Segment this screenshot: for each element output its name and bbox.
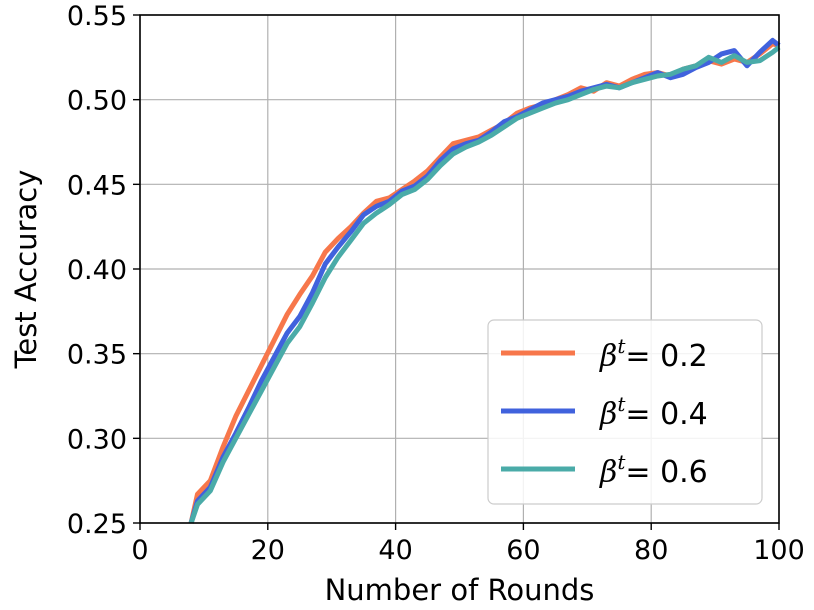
y-tick-label: 0.40 — [67, 255, 127, 286]
y-tick-label: 0.55 — [67, 1, 127, 32]
y-tick-label: 0.25 — [67, 509, 127, 540]
x-axis-ticks: 0 20 40 60 80 100 — [131, 523, 805, 566]
x-tick-label: 80 — [634, 535, 668, 566]
y-tick-label: 0.45 — [67, 170, 127, 201]
y-tick-label: 0.50 — [67, 86, 127, 117]
y-axis-ticks: 0.25 0.30 0.35 0.40 0.45 0.50 0.55 — [67, 1, 140, 540]
y-tick-label: 0.30 — [67, 424, 127, 455]
series-line-beta-0-6 — [188, 45, 781, 524]
legend-label-beta-0-2: βt= 0.2 — [599, 334, 708, 374]
series-lines — [188, 37, 781, 524]
x-tick-label: 20 — [251, 535, 285, 566]
x-tick-label: 60 — [506, 535, 540, 566]
legend-label-beta-0-6: βt= 0.6 — [599, 450, 708, 490]
x-axis-label: Number of Rounds — [325, 573, 595, 607]
y-tick-label: 0.35 — [67, 340, 127, 371]
legend-label-beta-0-4: βt= 0.4 — [599, 392, 708, 432]
legend: βt= 0.2 βt= 0.4 βt= 0.6 — [487, 319, 763, 505]
y-axis-label: Test Accuracy — [9, 170, 43, 370]
legend-box — [487, 319, 763, 505]
x-tick-label: 0 — [131, 535, 148, 566]
x-tick-label: 40 — [378, 535, 412, 566]
x-tick-label: 100 — [753, 535, 805, 566]
